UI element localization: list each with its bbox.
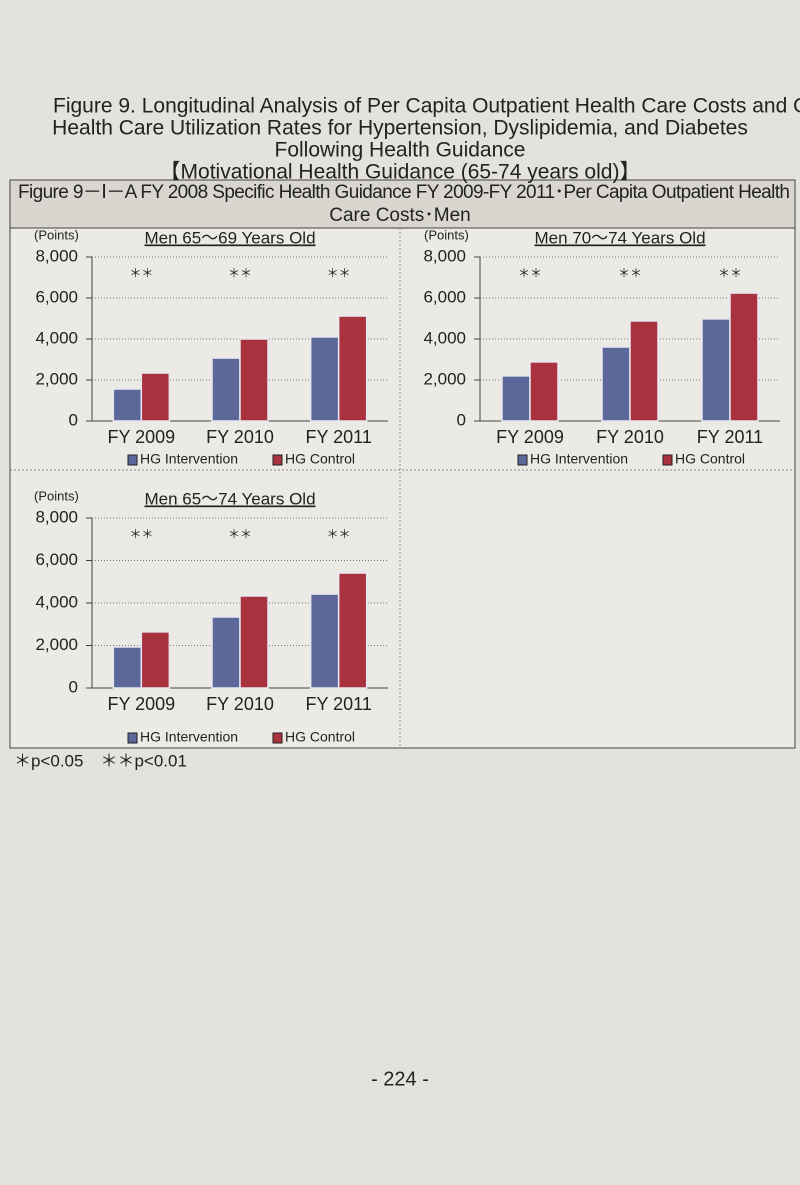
- y-tick-label: 6,000: [35, 550, 78, 569]
- chart-title: Men 65～74 Years Old: [144, 489, 315, 508]
- y-tick-label: 4,000: [35, 328, 78, 347]
- chart-title: Men 65～69 Years Old: [144, 228, 315, 247]
- y-tick-label: 2,000: [35, 635, 78, 654]
- y-tick-label: 6,000: [423, 287, 466, 306]
- bar: [112, 646, 143, 689]
- legend-label: HG Control: [285, 729, 355, 745]
- bar: [729, 292, 759, 422]
- legend-label: HG Intervention: [140, 729, 238, 745]
- figure-title: Figure 9. Longitudinal Analysis of Per C…: [53, 95, 800, 118]
- bar: [309, 593, 340, 689]
- y-tick-label: 0: [457, 410, 466, 429]
- x-tick-label: FY 2009: [496, 427, 564, 447]
- legend-label: HG Control: [675, 451, 745, 467]
- y-tick-label: 8,000: [35, 246, 78, 265]
- bar: [239, 338, 269, 422]
- y-tick-label: 4,000: [423, 328, 466, 347]
- annotation: ＊＊: [518, 266, 542, 280]
- annotation: ＊＊: [327, 527, 351, 541]
- bar: [309, 336, 340, 422]
- figure-title: Following Health Guidance: [275, 139, 526, 162]
- y-tick-label: 6,000: [35, 287, 78, 306]
- x-tick-label: FY 2009: [107, 427, 175, 447]
- bar: [112, 388, 143, 422]
- x-tick-label: FY 2010: [206, 427, 274, 447]
- annotation: ＊＊: [228, 266, 252, 280]
- bar: [601, 346, 631, 422]
- x-tick-label: FY 2010: [206, 694, 274, 714]
- annotation: ＊＊: [228, 527, 252, 541]
- bar: [701, 318, 731, 422]
- bar: [501, 375, 531, 422]
- x-tick-label: FY 2010: [596, 427, 664, 447]
- x-tick-label: FY 2011: [697, 427, 763, 447]
- page-number: - 224 -: [371, 1068, 429, 1090]
- annotation: ＊＊: [618, 266, 642, 280]
- bar: [140, 372, 171, 422]
- legend-label: HG Intervention: [140, 451, 238, 467]
- legend-swatch: [517, 454, 528, 466]
- y-tick-label: 0: [69, 677, 78, 696]
- annotation: ＊＊: [129, 527, 153, 541]
- legend-label: HG Intervention: [530, 451, 628, 467]
- y-tick-label: 4,000: [35, 592, 78, 611]
- annotation: ＊＊: [718, 266, 742, 280]
- bar: [629, 320, 659, 422]
- y-axis-label: (Points): [34, 488, 79, 503]
- y-axis-label: (Points): [424, 227, 469, 242]
- y-tick-label: 2,000: [35, 369, 78, 388]
- legend-swatch: [272, 454, 283, 466]
- panel-title: Figure 9－Ⅰ－A FY 2008 Specific Health Gui…: [18, 182, 790, 203]
- legend-swatch: [272, 732, 283, 744]
- y-tick-label: 2,000: [423, 369, 466, 388]
- legend-swatch: [127, 454, 138, 466]
- bar: [529, 361, 559, 422]
- y-axis-label: (Points): [34, 227, 79, 242]
- bar: [211, 616, 241, 689]
- figure-title: 【Motivational Health Guidance (65-74 yea…: [160, 161, 641, 184]
- bar: [337, 315, 368, 422]
- annotation: ＊＊: [129, 266, 153, 280]
- y-tick-label: 0: [69, 410, 78, 429]
- legend-label: HG Control: [285, 451, 355, 467]
- x-tick-label: FY 2011: [305, 694, 371, 714]
- legend-swatch: [662, 454, 673, 466]
- y-tick-label: 8,000: [423, 246, 466, 265]
- bar: [239, 595, 269, 689]
- x-tick-label: FY 2009: [107, 694, 175, 714]
- y-tick-label: 8,000: [35, 507, 78, 526]
- annotation: ＊＊: [327, 266, 351, 280]
- x-tick-label: FY 2011: [305, 427, 371, 447]
- bar: [140, 631, 171, 689]
- footnote: ＊p<0.05 ＊＊p<0.01: [14, 751, 187, 770]
- chart-title: Men 70～74 Years Old: [534, 228, 705, 247]
- panel-header: [9, 179, 796, 229]
- bar: [337, 572, 368, 689]
- panel-title: Care Costs･Men: [329, 205, 471, 226]
- figure-title: Health Care Utilization Rates for Hypert…: [52, 117, 748, 140]
- bar: [211, 357, 241, 422]
- legend-swatch: [127, 732, 138, 744]
